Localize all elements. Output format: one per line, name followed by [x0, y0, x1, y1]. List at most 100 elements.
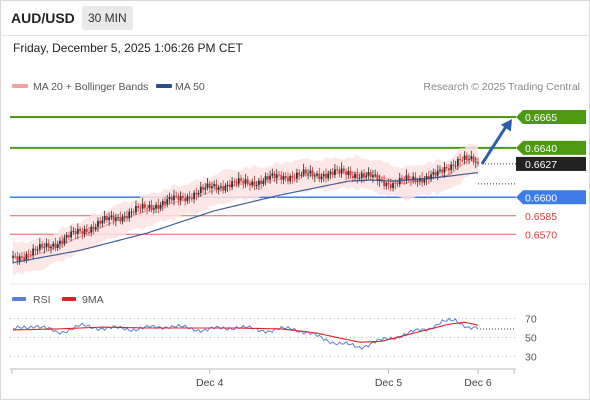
candle-body	[296, 172, 298, 179]
candle	[34, 245, 37, 256]
candle	[463, 151, 466, 165]
candle-body	[228, 184, 231, 188]
candle	[208, 180, 211, 192]
candle	[472, 153, 475, 166]
candle	[369, 169, 372, 180]
candle	[260, 175, 263, 190]
candle	[112, 211, 115, 225]
legend-label-9ma: 9MA	[82, 294, 104, 306]
candle-body	[52, 243, 55, 247]
candle	[349, 166, 352, 180]
candle	[222, 180, 225, 194]
candle-body	[289, 176, 292, 182]
candle-body	[425, 176, 428, 180]
candle-body	[99, 220, 102, 224]
candle	[412, 172, 415, 184]
candle	[376, 171, 379, 186]
candle	[253, 175, 256, 191]
candle-body	[159, 205, 162, 209]
candle-body	[85, 229, 88, 232]
candle-body	[226, 184, 229, 186]
candle	[322, 170, 325, 182]
candle	[74, 228, 77, 239]
candle-body	[367, 172, 370, 176]
candle-body	[396, 183, 399, 185]
candle-body	[143, 203, 146, 208]
candle	[302, 163, 305, 178]
candle-body	[266, 176, 269, 180]
candle	[16, 251, 19, 265]
rsi-tick-label-30: 30	[525, 352, 537, 364]
candle	[385, 180, 388, 190]
candle	[54, 237, 57, 252]
rsi-9ma-line	[12, 321, 479, 343]
x-axis: Dec 4 Dec 5 Dec 6	[11, 369, 515, 389]
candle	[354, 171, 356, 182]
candle-body	[208, 183, 211, 189]
timeframe-button[interactable]: 30 MIN	[82, 6, 133, 30]
candle	[244, 174, 247, 188]
candle	[119, 211, 122, 225]
resistance-label-0-6640: 0.6640	[525, 143, 557, 155]
candle	[249, 180, 251, 191]
candle	[380, 176, 383, 184]
candle	[117, 214, 119, 221]
candle-body	[202, 186, 204, 190]
support-label-0-6570: 0.6570	[525, 229, 557, 241]
candle	[269, 170, 271, 184]
candle-body	[222, 186, 225, 191]
candle-body	[385, 182, 388, 187]
candle	[347, 166, 350, 180]
candle	[459, 153, 462, 166]
candle	[342, 165, 345, 174]
candle-body	[318, 173, 321, 180]
candle	[135, 200, 137, 215]
candle-body	[316, 173, 318, 176]
candle-body	[380, 179, 383, 181]
candle	[461, 156, 464, 163]
candle	[215, 179, 218, 194]
candle	[12, 250, 14, 264]
candle-body	[441, 169, 444, 173]
candle	[94, 223, 97, 232]
candle	[184, 193, 187, 206]
candle-body	[34, 248, 37, 251]
moving-averages	[12, 118, 512, 264]
legend-label-ma20-bollinger: MA 20 + Bollinger Bands	[33, 81, 148, 93]
candle	[309, 165, 312, 178]
candle-body	[193, 192, 195, 200]
candle	[204, 183, 207, 195]
candle	[407, 172, 410, 183]
candle	[456, 156, 459, 170]
candle-body	[331, 171, 334, 175]
candle	[188, 190, 191, 204]
candle-body	[327, 173, 330, 179]
candle-body	[32, 248, 35, 256]
candle	[150, 199, 153, 213]
candle	[418, 175, 421, 185]
candle	[97, 217, 99, 232]
candle-body	[345, 171, 348, 175]
candle-body	[148, 204, 151, 209]
candle	[325, 168, 327, 183]
candle-body	[16, 256, 19, 261]
level-labels: 0.6665 0.6640 0.6627 0.6600 0.6585 0.6570	[516, 109, 586, 241]
candle-body	[452, 164, 455, 167]
legend-swatch-rsi	[12, 297, 26, 301]
candle-body	[349, 171, 352, 176]
candle	[132, 208, 135, 216]
rsi-line	[12, 317, 479, 350]
candle	[152, 204, 155, 215]
candle	[273, 171, 276, 183]
candle	[454, 160, 457, 169]
candle	[72, 227, 75, 235]
candle	[430, 170, 432, 183]
candle-body	[213, 184, 216, 187]
candle	[81, 227, 84, 240]
last-price-label-box	[516, 156, 586, 171]
candle	[311, 167, 314, 180]
candle-body	[443, 167, 446, 173]
candle-body	[152, 208, 155, 210]
candle-body	[65, 235, 68, 238]
bollinger-band	[13, 143, 479, 276]
